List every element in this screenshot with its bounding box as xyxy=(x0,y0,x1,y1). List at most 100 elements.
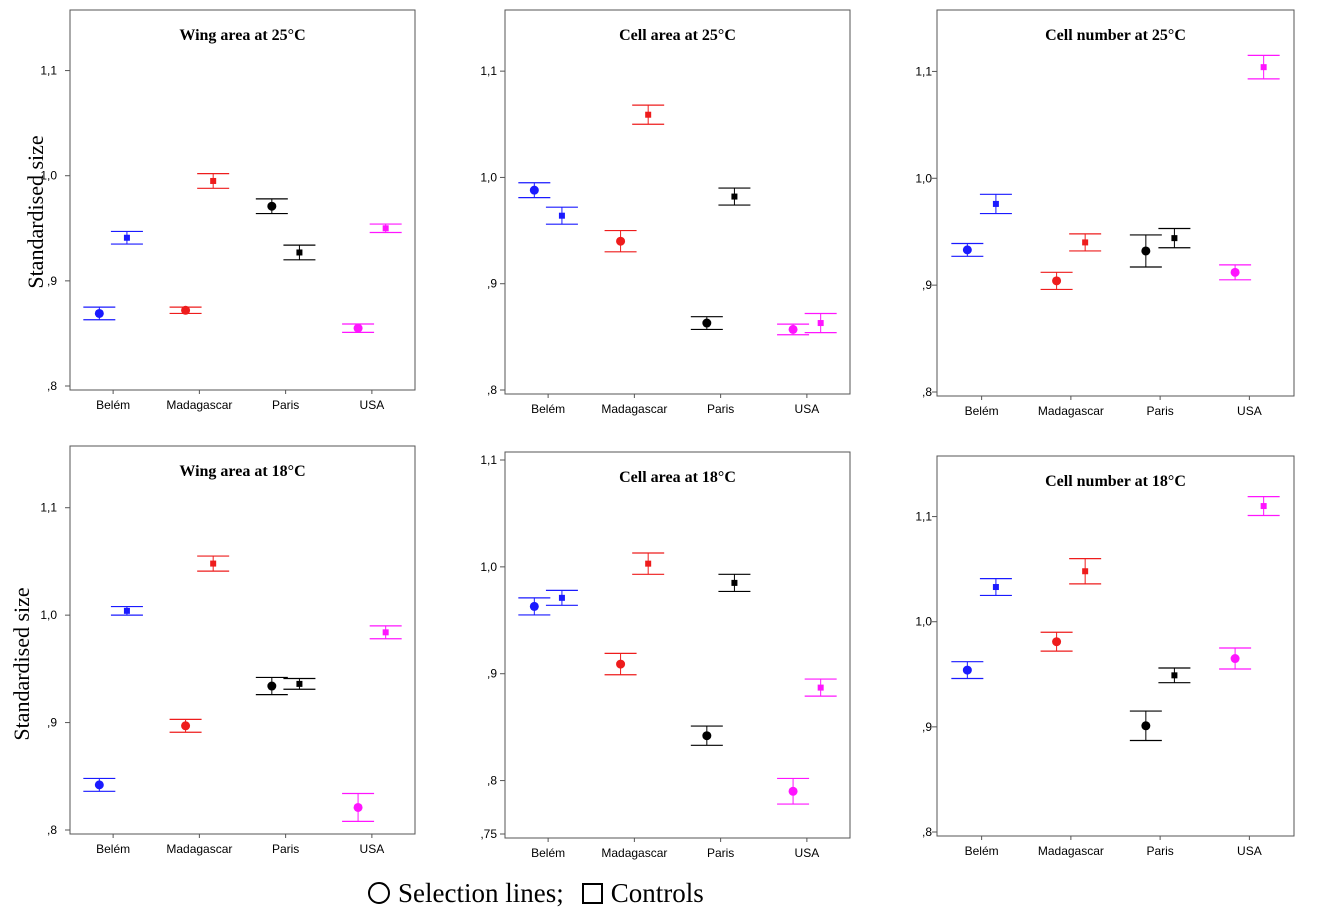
x-tick-label: Belém xyxy=(96,398,130,412)
data-point-paris-control xyxy=(1171,672,1178,679)
chart-panel-3: Cell number at 25°C ,8 ,9 1,0 1,1 Belém Madaga… xyxy=(915,9,1295,418)
data-point-usa-control xyxy=(817,684,824,691)
y-tick-label: ,8 xyxy=(487,774,497,788)
y-tick-label: ,9 xyxy=(47,274,57,288)
x-tick-label: Paris xyxy=(707,846,734,860)
data-point-bel-m-control xyxy=(992,584,999,591)
data-point-usa-selection xyxy=(353,802,363,812)
data-point-paris-selection xyxy=(702,318,712,328)
x-tick-label: USA xyxy=(360,842,385,856)
data-point-bel-m-selection xyxy=(94,308,104,318)
x-tick-label: USA xyxy=(1237,844,1262,858)
chart-title: Cell area at 25°C xyxy=(619,27,736,44)
x-tick-label: Madagascar xyxy=(1038,844,1104,858)
figure-svg: Standardised size Standardised size Wing… xyxy=(9,9,1295,860)
y-tick-label: ,75 xyxy=(480,827,497,841)
data-point-paris-control xyxy=(1171,235,1178,242)
data-point-paris-control xyxy=(731,193,738,200)
data-point-madagascar-selection xyxy=(1052,276,1062,286)
data-point-bel-m-control xyxy=(558,594,565,601)
x-tick-label: Belém xyxy=(531,846,565,860)
y-tick-label: 1,1 xyxy=(40,64,57,78)
data-point-bel-m-selection xyxy=(94,780,104,790)
y-tick-label: ,9 xyxy=(922,278,932,292)
y-tick-label: 1,1 xyxy=(480,453,497,467)
legend-control-label: Controls xyxy=(610,877,704,908)
y-tick-label: 1,0 xyxy=(480,170,497,184)
y-tick-label: 1,0 xyxy=(915,171,932,185)
data-point-paris-selection xyxy=(702,731,712,741)
x-tick-label: Belém xyxy=(96,842,130,856)
data-point-usa-selection xyxy=(1230,654,1240,664)
data-point-usa-selection xyxy=(353,323,363,333)
chart-title: Wing area at 25°C xyxy=(179,27,305,44)
x-tick-label: Madagascar xyxy=(1038,404,1104,418)
data-point-madagascar-control xyxy=(210,560,217,567)
data-point-madagascar-selection xyxy=(616,236,626,246)
chart-panel-5: Cell area at 18°C ,75 ,8 ,9 1,0 1,1 Belém Madag… xyxy=(480,451,851,860)
x-tick-label: Madagascar xyxy=(166,398,232,412)
data-point-madagascar-selection xyxy=(181,721,191,731)
y-tick-label: ,8 xyxy=(922,825,932,839)
circle-icon xyxy=(368,882,390,904)
plot-frame xyxy=(936,455,1295,837)
plot-frame xyxy=(504,451,851,839)
y-tick-label: 1,1 xyxy=(915,64,932,78)
x-tick-label: Paris xyxy=(707,402,734,416)
data-point-bel-m-selection xyxy=(962,245,972,255)
plot-frame xyxy=(69,445,416,835)
x-tick-label: Belém xyxy=(965,404,999,418)
chart-panel-6: Cell number at 18°C ,8 ,9 1,0 1,1 Belém Madaga… xyxy=(915,455,1295,858)
y-axis-label-bottom: Standardised size xyxy=(9,587,34,740)
plot-frame xyxy=(69,9,416,391)
chart-title: Wing area at 18°C xyxy=(179,463,305,480)
y-tick-label: 1,1 xyxy=(915,510,932,524)
x-tick-label: Madagascar xyxy=(601,402,667,416)
y-tick-label: 1,1 xyxy=(40,501,57,515)
data-point-paris-selection xyxy=(267,681,277,691)
data-point-usa-selection xyxy=(788,786,798,796)
data-point-paris-control xyxy=(296,249,303,256)
y-tick-label: 1,0 xyxy=(480,560,497,574)
data-point-bel-m-control xyxy=(558,212,565,219)
square-icon xyxy=(581,882,603,904)
data-point-madagascar-selection xyxy=(616,659,626,669)
data-point-usa-control xyxy=(1260,64,1267,71)
data-point-usa-control xyxy=(382,629,389,636)
data-point-madagascar-control xyxy=(210,177,217,184)
legend: Selection lines; Controls xyxy=(368,876,704,910)
data-point-bel-m-selection xyxy=(962,665,972,675)
data-point-madagascar-control xyxy=(1082,239,1089,246)
y-tick-label: ,8 xyxy=(922,385,932,399)
x-tick-label: Paris xyxy=(1146,404,1173,418)
x-tick-label: Madagascar xyxy=(601,846,667,860)
y-tick-label: 1,0 xyxy=(40,608,57,622)
x-tick-label: Paris xyxy=(272,398,299,412)
data-point-paris-selection xyxy=(1141,246,1151,256)
y-tick-label: ,9 xyxy=(47,716,57,730)
y-tick-label: 1,1 xyxy=(480,64,497,78)
chart-panel-2: Cell area at 25°C ,8 ,9 1,0 1,1 Belém Madagasc… xyxy=(480,9,851,416)
data-point-bel-m-control xyxy=(992,200,999,207)
x-tick-label: USA xyxy=(1237,404,1262,418)
y-tick-label: ,9 xyxy=(922,720,932,734)
data-point-bel-m-selection xyxy=(529,601,539,611)
plot-frame xyxy=(504,9,851,395)
chart-title: Cell number at 18°C xyxy=(1045,473,1186,490)
data-point-bel-m-control xyxy=(123,607,130,614)
data-point-usa-control xyxy=(1260,503,1267,510)
x-tick-label: Belém xyxy=(531,402,565,416)
chart-panel-1: Wing area at 25°C ,8 ,9 1,0 1,1 Belém Madagasc… xyxy=(40,9,416,412)
y-tick-label: 1,0 xyxy=(40,169,57,183)
y-axis-label-top: Standardised size xyxy=(23,135,48,288)
x-tick-label: USA xyxy=(795,846,820,860)
data-point-madagascar-control xyxy=(645,560,652,567)
chart-title: Cell number at 25°C xyxy=(1045,27,1186,44)
data-point-madagascar-control xyxy=(1082,568,1089,575)
data-point-madagascar-selection xyxy=(181,305,191,315)
chart-panel-4: Wing area at 18°C ,8 ,9 1,0 1,1 Belém Madagasc… xyxy=(40,445,416,856)
data-point-usa-selection xyxy=(1230,267,1240,277)
chart-title: Cell area at 18°C xyxy=(619,469,736,486)
data-point-madagascar-control xyxy=(645,111,652,118)
data-point-usa-control xyxy=(382,225,389,232)
